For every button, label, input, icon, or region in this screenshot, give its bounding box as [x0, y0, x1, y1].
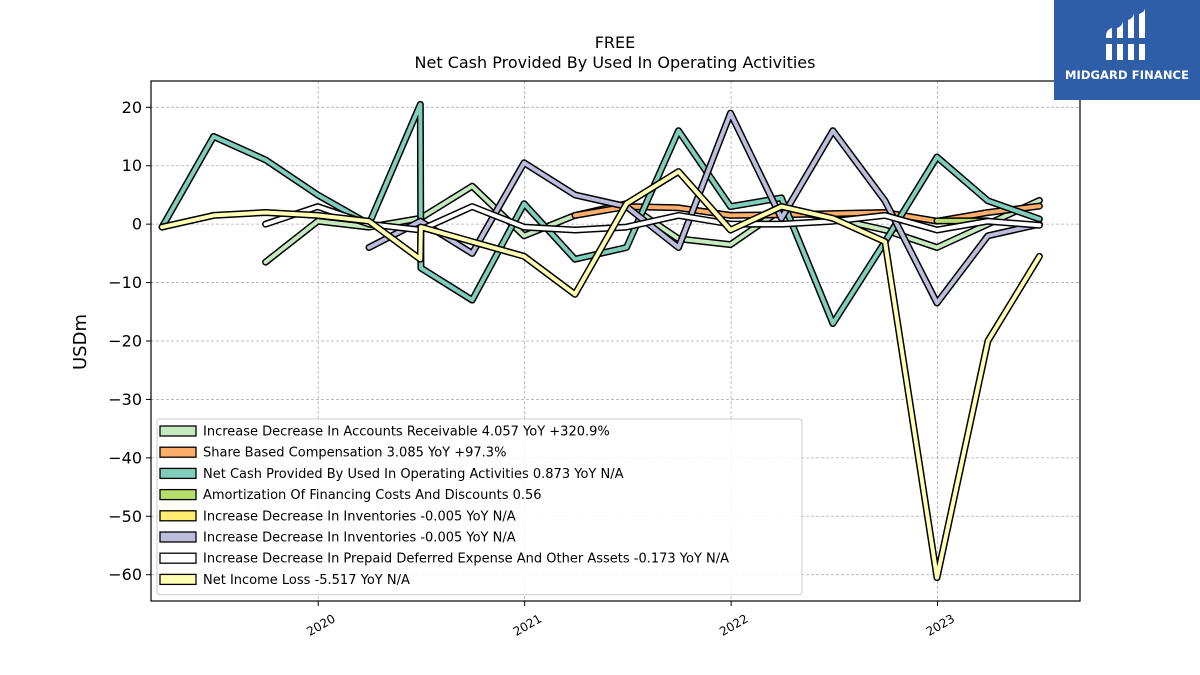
y-tick-label: −50 [108, 507, 142, 526]
legend-label: Net Cash Provided By Used In Operating A… [203, 467, 624, 482]
legend-box [156, 418, 803, 596]
chart-subtitle: Net Cash Provided By Used In Operating A… [415, 53, 816, 72]
legend-label: Increase Decrease In Inventories -0.005 … [203, 531, 516, 546]
x-tick-label: 2020 [304, 611, 337, 638]
y-tick-label: −10 [108, 273, 142, 292]
legend-label: Amortization Of Financing Costs And Disc… [203, 488, 542, 503]
y-axis-label: USDm [70, 314, 91, 370]
legend: Increase Decrease In Accounts Receivable… [156, 418, 803, 596]
x-tick-label: 2021 [511, 611, 544, 638]
x-tick-label: 2023 [924, 611, 957, 638]
y-tick-label: 0 [132, 215, 142, 234]
chart-title: FREE [595, 33, 636, 52]
series-line-5 [367, 111, 1042, 305]
x-tick-label: 2022 [717, 611, 750, 638]
y-tick-label: −30 [108, 390, 142, 409]
y-tick-label: 20 [122, 98, 142, 117]
series-line-7 [160, 169, 1042, 580]
legend-swatch [159, 552, 197, 564]
legend-label: Increase Decrease In Accounts Receivable… [203, 425, 610, 440]
y-tick-label: 10 [122, 156, 142, 175]
y-tick-label: −20 [108, 332, 142, 351]
legend-label: Increase Decrease In Prepaid Deferred Ex… [203, 552, 729, 567]
series-line-6 [263, 204, 1042, 232]
y-tick-label: −60 [108, 565, 142, 584]
legend-label: Share Based Compensation 3.085 YoY +97.3… [203, 446, 506, 461]
brand-mark-icon [1104, 8, 1148, 60]
legend-swatch [159, 531, 197, 543]
legend-swatch [159, 510, 197, 522]
brand-name: MIDGARD FINANCE [1064, 68, 1190, 82]
legend-label: Increase Decrease In Inventories -0.005 … [203, 509, 516, 524]
legend-swatch [159, 467, 197, 480]
midgard-finance-logo: MIDGARD FINANCE [1054, 0, 1200, 100]
legend-swatch [159, 425, 197, 437]
legend-label: Net Income Loss -5.517 YoY N/A [203, 573, 410, 588]
legend-swatch [159, 488, 197, 501]
series-lines [158, 100, 1043, 582]
axes: 20 10 0 −10 −20 −30 −40 −50 −60 2020 2021 2022 2023 [108, 98, 957, 639]
y-tick-label: −40 [108, 448, 142, 467]
legend-swatch [159, 573, 197, 586]
legend-swatch [159, 446, 197, 458]
